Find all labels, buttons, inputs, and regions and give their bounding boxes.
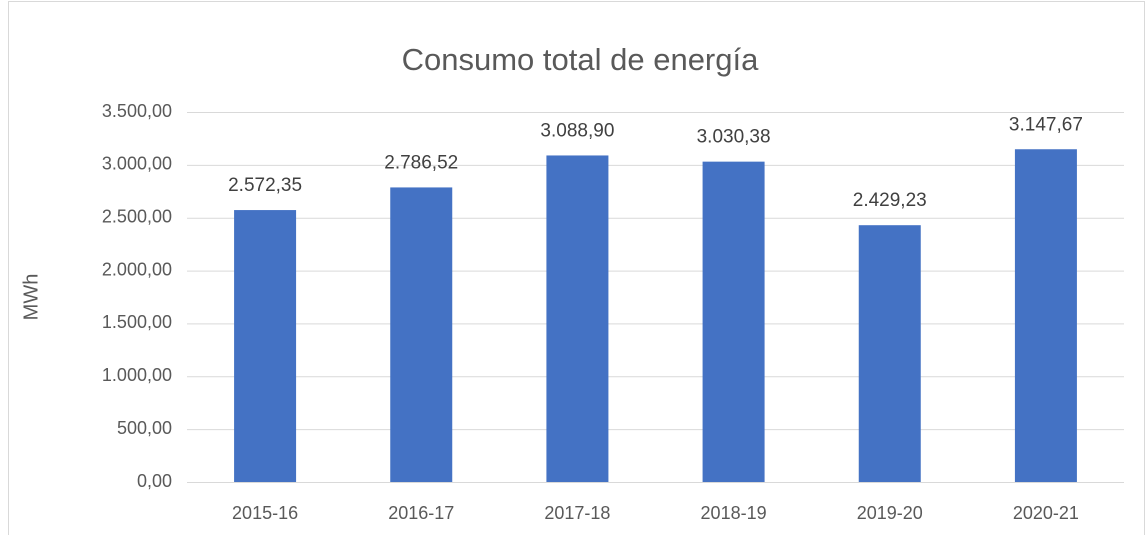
bar (702, 161, 765, 482)
data-label: 2.429,23 (853, 190, 927, 211)
y-axis-label: MWh (20, 274, 42, 321)
y-tick-label: 500,00 (117, 418, 172, 438)
y-tick-label: 3.500,00 (102, 101, 172, 121)
data-label: 3.030,38 (697, 127, 771, 148)
bar (1014, 149, 1077, 482)
y-tick-label: 1.500,00 (102, 312, 172, 332)
y-tick-label: 1.000,00 (102, 365, 172, 385)
x-tick-label: 2015-16 (232, 503, 298, 523)
y-tick-label: 2.500,00 (102, 206, 172, 226)
data-label: 2.786,52 (384, 152, 458, 173)
bar (546, 155, 609, 482)
x-tick-label: 2019-20 (857, 503, 923, 523)
x-tick-label: 2018-19 (701, 503, 767, 523)
data-label: 2.572,35 (228, 175, 302, 196)
x-tick-label: 2017-18 (544, 503, 610, 523)
data-label: 3.147,67 (1009, 114, 1083, 135)
bar (858, 225, 921, 482)
data-label: 3.088,90 (540, 120, 614, 141)
x-tick-label: 2016-17 (388, 503, 454, 523)
y-tick-label: 2.000,00 (102, 259, 172, 279)
bar (234, 210, 297, 482)
y-tick-label: 0,00 (137, 471, 172, 491)
chart-title: Consumo total de energía (402, 42, 759, 77)
x-tick-label: 2020-21 (1013, 503, 1079, 523)
bar (390, 187, 453, 482)
y-tick-label: 3.000,00 (102, 154, 172, 174)
